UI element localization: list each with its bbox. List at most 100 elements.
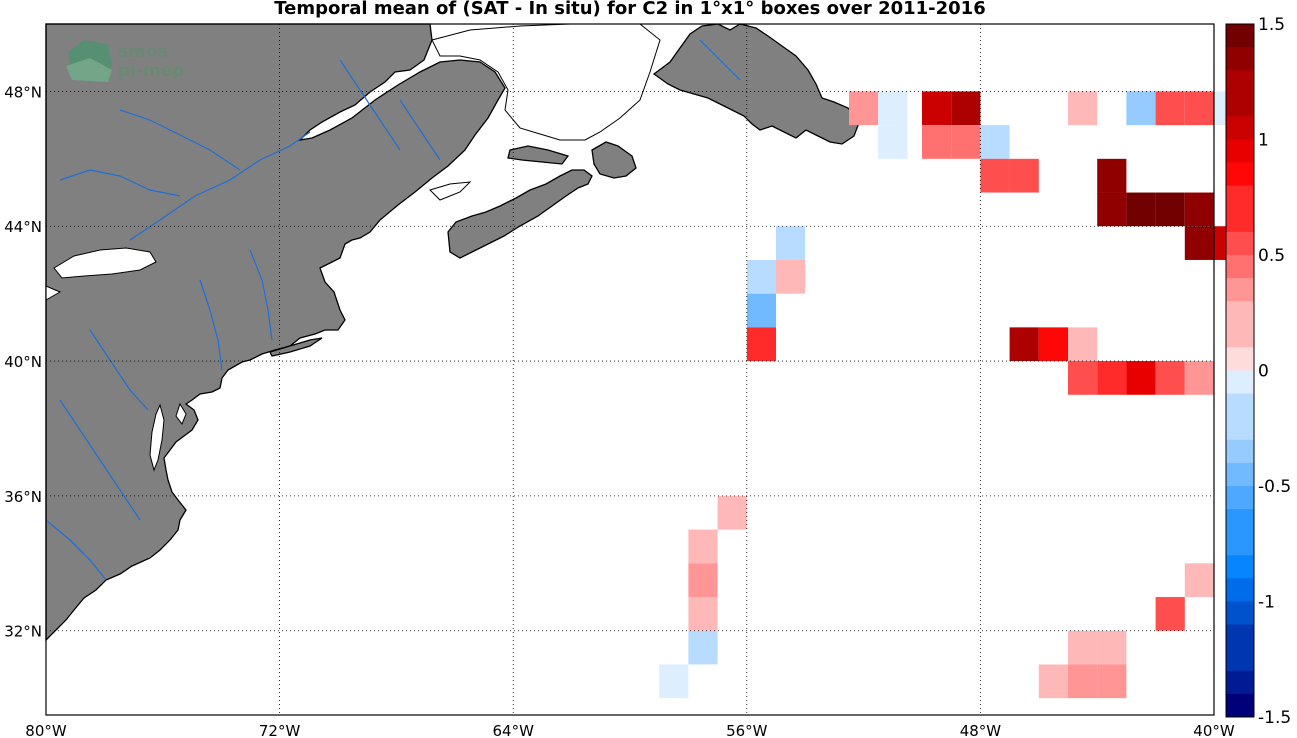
chesapeake-bay	[149, 403, 165, 472]
data-cell	[1126, 361, 1156, 395]
cape-breton	[591, 141, 637, 179]
data-cell	[1009, 327, 1039, 362]
logo-text-line2: pi-mep	[118, 61, 184, 81]
colorbar-segment	[1226, 624, 1254, 649]
x-tick-label: 56°W	[726, 722, 768, 738]
colorbar-tick-label: 0	[1258, 362, 1269, 382]
data-cell	[878, 125, 908, 159]
y-tick-label: 32°N	[4, 623, 42, 641]
data-cell	[1068, 361, 1098, 395]
data-cell	[878, 91, 908, 126]
data-cell	[922, 91, 952, 126]
data-cell	[1155, 192, 1185, 227]
data-cell	[980, 158, 1010, 193]
river-7	[45, 519, 107, 581]
newfoundland	[652, 23, 861, 145]
data-cell	[1009, 158, 1039, 193]
colorbar-ticks: 1.5 1 0.5 0 -0.5 -1 -1.5	[1258, 15, 1291, 728]
pei	[507, 145, 570, 165]
data-cell	[1126, 192, 1156, 227]
st-lawrence-river	[129, 131, 311, 241]
data-cell	[1068, 91, 1098, 126]
colorbar-segment	[1226, 70, 1254, 94]
colorbar	[1226, 24, 1254, 718]
colorbar-segment	[1226, 278, 1254, 302]
colorbar-segment	[1226, 324, 1254, 348]
colorbar-segment	[1226, 509, 1254, 533]
data-cell	[688, 529, 718, 564]
colorbar-tick-label: 0.5	[1258, 246, 1285, 266]
colorbar-segment	[1226, 693, 1254, 718]
x-tick-label: 72°W	[259, 722, 301, 738]
data-cell	[688, 630, 718, 665]
data-cell	[1155, 597, 1185, 631]
colorbar-segment	[1226, 24, 1254, 48]
river-6	[59, 399, 141, 521]
colorbar-frame	[1225, 23, 1255, 718]
river-3	[249, 249, 273, 341]
river-5	[89, 329, 149, 411]
data-cell	[1097, 361, 1127, 395]
colorbar-segment	[1226, 393, 1254, 418]
data-cell	[1068, 327, 1098, 362]
colorbar-segment	[1226, 439, 1254, 464]
data-cell	[980, 125, 1010, 159]
colorbar-segment	[1226, 532, 1254, 556]
x-axis-ticks: 80°W 72°W 64°W 56°W 48°W 40°W	[25, 722, 1235, 738]
data-cell	[951, 91, 981, 126]
colorbar-segment	[1226, 116, 1254, 140]
data-cell	[1097, 664, 1127, 699]
data-cell	[717, 495, 747, 530]
y-tick-label: 36°N	[4, 488, 42, 506]
data-cell	[1184, 563, 1214, 598]
colorbar-segment	[1226, 47, 1254, 71]
long-island	[269, 337, 323, 357]
colorbar-segment	[1226, 255, 1254, 279]
mainland-coast	[45, 23, 506, 642]
colorbar-segment	[1226, 347, 1254, 371]
data-cell	[746, 259, 776, 294]
x-tick-label: 80°W	[25, 722, 67, 738]
logo-text-line1: smos	[118, 42, 168, 62]
data-cell	[1184, 361, 1214, 395]
data-cell	[1155, 361, 1185, 395]
colorbar-segment	[1226, 301, 1254, 325]
data-cell	[659, 664, 689, 699]
colorbar-segment	[1226, 208, 1254, 233]
colorbar-tick-label: 1.5	[1258, 15, 1285, 35]
colorbar-segment	[1226, 162, 1254, 187]
colorbar-segment	[1226, 578, 1254, 602]
data-cell	[922, 125, 952, 159]
data-cell	[1155, 91, 1185, 126]
data-cell	[1184, 226, 1214, 260]
nova-scotia	[447, 169, 593, 259]
colorbar-segment	[1226, 555, 1254, 579]
map-title: Temporal mean of (SAT - In situ) for C2 …	[274, 0, 986, 19]
data-cell	[1097, 192, 1127, 227]
data-cell	[746, 327, 776, 362]
data-cell	[776, 226, 806, 260]
data-cell	[1097, 158, 1127, 193]
data-cell	[951, 125, 981, 159]
lake-ontario	[53, 247, 157, 279]
data-cell	[849, 91, 879, 126]
y-tick-label: 48°N	[4, 83, 42, 101]
data-cell	[1038, 664, 1068, 699]
data-cell	[776, 259, 806, 294]
colorbar-segment	[1226, 647, 1254, 672]
colorbar-segment	[1226, 231, 1254, 256]
y-tick-label: 44°N	[4, 218, 42, 236]
map-frame	[45, 23, 1215, 716]
colorbar-tick-label: -0.5	[1258, 477, 1291, 497]
river-2	[119, 109, 241, 171]
colorbar-segment	[1226, 486, 1254, 510]
colorbar-tick-label: -1	[1258, 593, 1275, 613]
land-layer	[45, 23, 861, 642]
colorbar-segment	[1226, 370, 1254, 395]
colorbar-segment	[1226, 601, 1254, 626]
x-tick-label: 64°W	[492, 722, 534, 738]
river-4	[199, 279, 223, 371]
colorbar-segment	[1226, 93, 1254, 117]
colorbar-segment	[1226, 185, 1254, 210]
